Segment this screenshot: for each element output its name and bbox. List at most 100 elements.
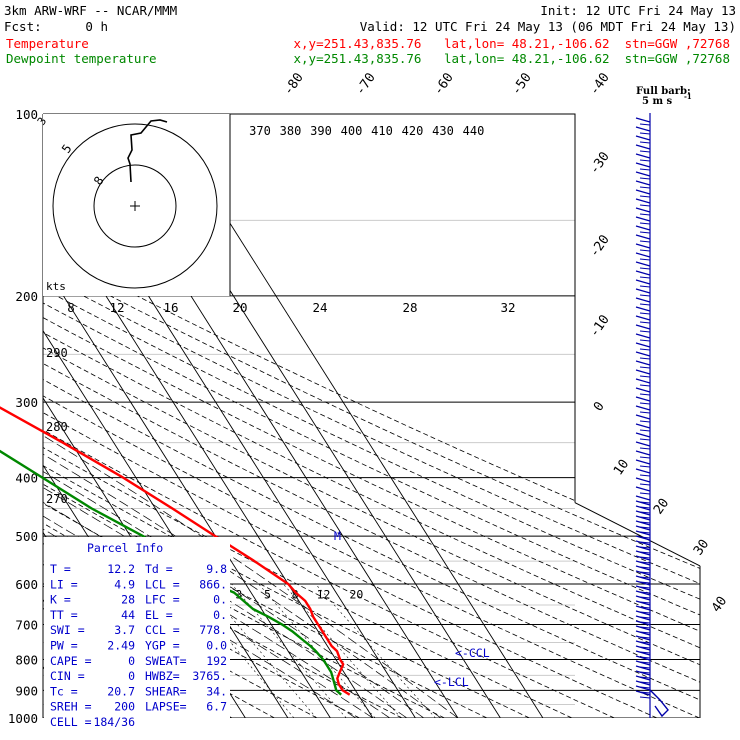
model-title: 3km ARW-WRF -- NCAR/MMM [4,3,177,18]
hodograph-trace [127,119,168,183]
wind-barb [635,180,651,186]
wind-barb [639,330,651,333]
dry-adiabat [43,114,700,718]
theta-label: 370 [249,124,271,138]
wind-barb [639,411,651,414]
wind-barb [639,483,651,486]
wind-barb [635,635,651,641]
pressure-tick-label: 800 [15,652,38,667]
parcel-info-box [44,537,230,727]
hodograph-ring [93,164,177,248]
dry-adiabat [43,114,318,718]
parcel-info-item: YGP = [145,639,180,653]
wind-barb [639,258,651,261]
frame-diagonal [574,502,701,567]
parcel-info-item: SHEAR= [145,684,187,698]
theta-left-label: 290 [46,346,68,360]
wind-barb [639,357,651,360]
dry-adiabat [43,114,530,718]
wind-barb [635,575,651,581]
theta-label: 410 [371,124,393,138]
fcst-label: Fcst: [4,19,42,34]
wind-barb [635,555,651,561]
valid-time: Valid: 12 UTC Fri 24 May 13 (06 MDT Fri … [360,19,736,34]
wind-barb [635,545,651,551]
wind-barb [635,535,651,541]
wind-barb [635,625,651,631]
wind-barb [639,240,651,243]
mixing-ratio-label: 8 [292,587,299,601]
wind-barb [635,515,651,521]
parcel-info-title: Parcel Info [87,541,163,555]
dry-adiabat [43,114,700,718]
barb-key-title: Full barb: [636,86,691,97]
isotherm-label: 40 [709,594,730,615]
mixing-ratio-label: 20 [350,587,364,601]
wind-barb [639,159,651,162]
wind-barb [635,680,651,686]
pressure-tick-label: 900 [15,683,38,698]
wind-barb [635,171,651,177]
wind-barb [635,441,651,447]
theta-left-label: 280 [46,420,68,434]
wind-barb [635,675,651,681]
parcel-info-item: SWI = [50,623,85,637]
hodo-speed-label: 8 [67,300,75,315]
wind-barb [635,605,651,611]
wind-barb [639,303,651,306]
ccl-marker: <-CCL [455,646,490,660]
wind-barb [635,252,651,258]
barb-key-unit: 5 m s [642,96,673,107]
isotherm-label: 30 [691,537,712,558]
wind-barb [635,650,651,656]
parcel-info-item: 6.7 [206,700,227,714]
parcel-info-item: CCL = [145,623,180,637]
parcel-info-item: 192 [206,654,227,668]
wind-barb [639,204,651,207]
wind-barb [635,306,651,312]
wind-barb [635,690,651,696]
parcel-info-item: 3.7 [114,623,135,637]
wind-barb [639,447,651,450]
parcel-info-item: 20.7 [107,684,135,698]
wind-barb [635,459,651,465]
wind-barb [639,267,651,270]
parcel-info-item: SWEAT= [145,654,187,668]
parcel-info-item: SREH = [50,700,92,714]
wind-barb [639,384,651,387]
mixing-ratio-line [283,583,402,718]
wind-barb [635,396,651,402]
wind-barb [635,333,651,339]
wind-barb [639,231,651,234]
wind-barb [639,420,651,423]
pressure-tick-label: 400 [15,471,38,486]
wind-barb [635,144,651,150]
moist-adiabat [43,295,459,718]
mixing-ratio-line [181,583,295,718]
parcel-info-item: 0 [128,654,135,668]
wind-barb [635,126,651,132]
wind-barb [635,615,651,621]
wind-barb-low [649,689,669,718]
parcel-info-item: LFC = [145,593,180,607]
wind-barb [639,474,651,477]
theta-label: 420 [402,124,424,138]
wind-barb [635,520,651,526]
wind-barb [635,432,651,438]
wind-barb [639,366,651,369]
theta-left-label: 270 [46,492,68,506]
wind-barb [635,590,651,596]
wind-barb [639,429,651,432]
wind-barb [635,477,651,483]
parcel-info-item: TT = [50,608,78,622]
wind-barb [635,423,651,429]
wind-barb [635,505,651,511]
theta-label: 440 [463,124,485,138]
dry-adiabat [43,114,615,718]
parcel-info-item: 34. [206,684,227,698]
pressure-tick-label: 300 [15,395,38,410]
dry-adiabat [43,114,700,718]
wind-barb [635,550,651,556]
wind-barb [635,216,651,222]
